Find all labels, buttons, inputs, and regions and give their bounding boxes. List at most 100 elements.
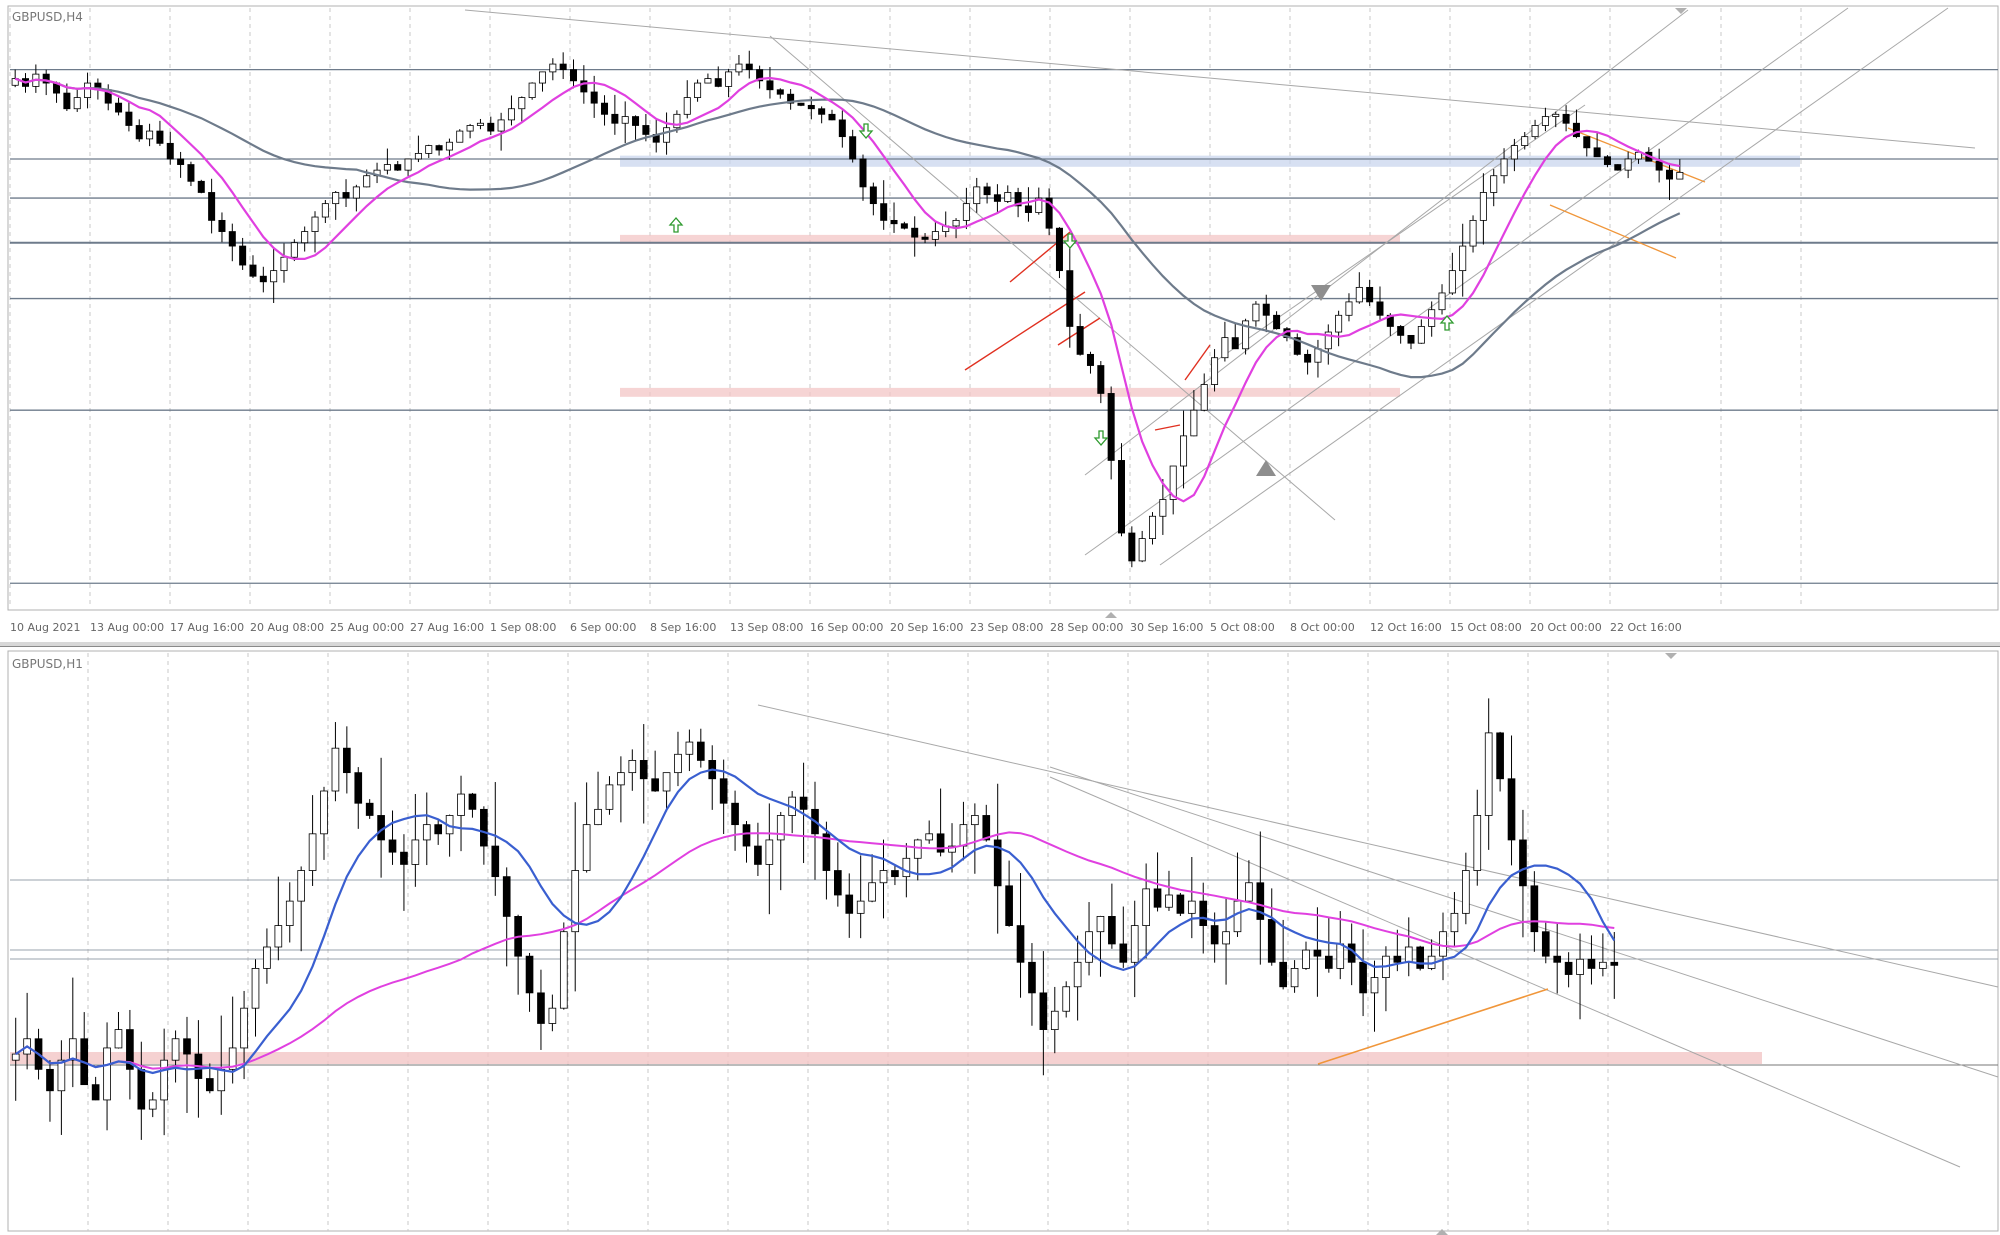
h4-candle [621, 101, 629, 144]
h4-candle [890, 202, 898, 233]
h4-candle [1479, 173, 1487, 245]
h1-candle [708, 745, 717, 810]
h1-candle [993, 783, 1002, 934]
h4-candle [104, 84, 112, 111]
h4-candle [1014, 187, 1022, 218]
h4-candle [1614, 164, 1622, 171]
h4-zone [620, 155, 1800, 167]
h4-wedge-line [1549, 204, 1677, 259]
h4-candle [1500, 148, 1508, 184]
h1-candle [91, 1076, 100, 1101]
h4-candle [1211, 349, 1219, 392]
h4-candle [1231, 323, 1239, 350]
h1-candle [1016, 873, 1025, 998]
h1-candle [925, 820, 934, 844]
h4-candle [1417, 319, 1425, 344]
h4-pattern-line [1154, 424, 1181, 431]
h1-chart-canvas[interactable] [0, 647, 2000, 1235]
scroll-marker-icon [1675, 8, 1687, 14]
buy-marker-icon [1256, 460, 1276, 476]
h1-candle [126, 1009, 134, 1100]
h4-x-tick-label: 22 Oct 16:00 [1610, 621, 1682, 634]
h1-candle [765, 803, 774, 915]
h4-candle [270, 247, 278, 303]
panel-separator[interactable] [0, 642, 2000, 646]
h4-candle [859, 154, 867, 201]
h4-x-tick-label: 13 Aug 00:00 [90, 621, 164, 634]
h4-chart-panel[interactable]: 10 Aug 2021 13 Aug 00:00 17 Aug 16:00 20 Au… [0, 0, 2000, 643]
h4-candle [1624, 151, 1632, 179]
h1-candle [1519, 809, 1527, 938]
h1-candle [674, 731, 682, 787]
h4-candle [1345, 293, 1353, 322]
h4-candle [549, 58, 557, 81]
h4-x-tick-label: 12 Oct 16:00 [1370, 621, 1442, 634]
h4-x-tick-label: 10 Aug 2021 [10, 621, 80, 634]
h4-candle [1335, 310, 1343, 347]
h1-support-zone [10, 1052, 1762, 1064]
h4-candle [1355, 272, 1363, 304]
h4-candle [259, 266, 267, 293]
h1-candle [1347, 923, 1356, 986]
h1-candle [114, 1011, 123, 1049]
h1-candle [1142, 863, 1150, 959]
h4-candle [1149, 512, 1157, 545]
h4-candle [518, 96, 526, 123]
h1-candle [959, 801, 968, 861]
h4-candle [456, 129, 464, 143]
h4-candle [218, 212, 226, 243]
h4-candle [187, 161, 195, 187]
h1-candle [788, 791, 796, 834]
h1-candle [160, 1028, 168, 1136]
h4-candle [42, 69, 50, 96]
h4-candle [1676, 159, 1684, 180]
h4-candle [197, 179, 205, 194]
h1-candle [457, 775, 465, 852]
h1-candle [537, 969, 545, 1050]
h4-candle [507, 95, 515, 126]
h1-candle [1541, 922, 1550, 964]
h4-candle [776, 88, 784, 99]
h4-candle [1283, 327, 1291, 342]
h1-candle [1279, 919, 1287, 990]
h4-candle [1552, 111, 1560, 128]
h4-candle [1117, 443, 1125, 537]
h1-candle [320, 786, 328, 860]
h4-candle [466, 123, 474, 139]
h4-candle [476, 118, 484, 130]
h1-candle [617, 756, 625, 823]
h4-x-tick-label: 16 Sep 00:00 [810, 621, 883, 634]
h1-candle [1256, 831, 1265, 965]
h1-candle [1028, 943, 1036, 1026]
h4-candle [156, 120, 164, 146]
h4-candle [818, 106, 826, 124]
h4-candle [838, 110, 846, 148]
h1-chart-panel[interactable]: GBPUSD,H1 [0, 646, 2000, 1235]
h4-candle [414, 135, 422, 163]
h1-trend-line [1049, 776, 1961, 1168]
h1-candle [1564, 952, 1573, 988]
h4-candle [404, 158, 412, 176]
h4-candle [973, 177, 981, 213]
h1-candle [343, 726, 351, 794]
h4-chart-canvas[interactable]: 10 Aug 2021 13 Aug 00:00 17 Aug 16:00 20 Au… [0, 0, 2000, 642]
h4-candle [73, 88, 81, 112]
h4-x-tick-label: 20 Oct 00:00 [1530, 621, 1602, 634]
h1-candle [411, 793, 420, 887]
h1-candle [297, 866, 305, 952]
h4-candle [1469, 215, 1477, 253]
down-arrow-icon [1093, 430, 1109, 446]
h1-candle [879, 839, 888, 919]
h1-candle [11, 1017, 20, 1101]
h1-candle [594, 771, 602, 826]
h4-pattern-line [1184, 344, 1211, 381]
h4-candle [869, 182, 877, 216]
h1-candle [468, 792, 477, 818]
h1-candle [445, 814, 454, 857]
h4-x-tick-label: 17 Aug 16:00 [170, 621, 244, 634]
h1-candle [1530, 871, 1539, 952]
h1-candle [308, 795, 317, 886]
scroll-marker-icon [1105, 612, 1117, 618]
h4-x-tick-label: 15 Oct 08:00 [1450, 621, 1522, 634]
up-arrow-icon [668, 217, 684, 233]
